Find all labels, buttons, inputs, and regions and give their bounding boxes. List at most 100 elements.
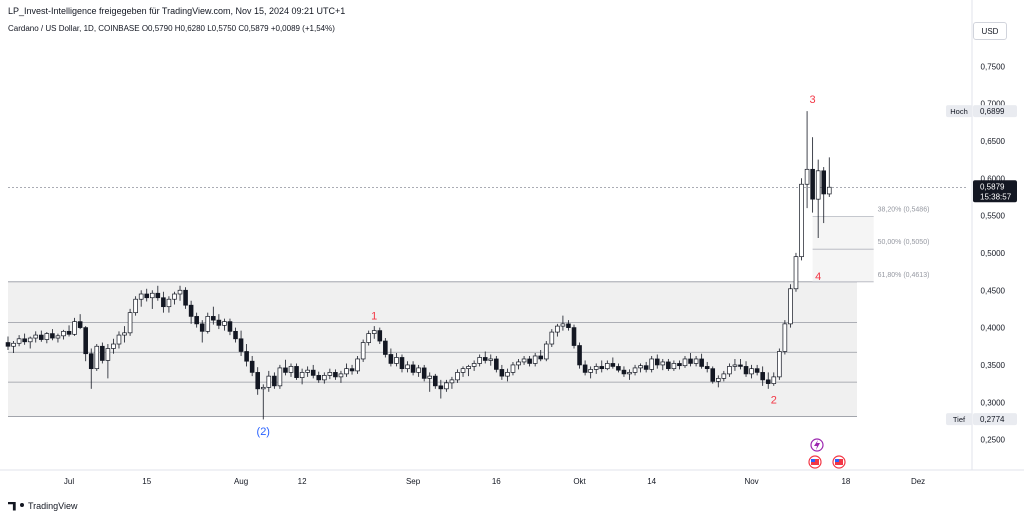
candle-body (666, 361, 671, 370)
candle-body (521, 358, 527, 363)
candle-body (310, 369, 316, 376)
candle (749, 364, 754, 379)
price-tick-label: 0,4500 (981, 286, 1006, 295)
candle (299, 368, 305, 385)
candle (211, 306, 216, 325)
candle (427, 372, 433, 392)
candle-body (244, 351, 249, 362)
candle-body (449, 379, 455, 384)
candle (199, 320, 205, 343)
candle-body (338, 373, 344, 378)
price-tick-label: 0,5000 (981, 249, 1006, 258)
price-axis[interactable]: 0,80000,75000,70000,65000,60000,55000,50… (971, 0, 1006, 470)
candle-body (810, 168, 815, 200)
candle-body (305, 369, 310, 373)
candle-body (149, 292, 155, 299)
candle-body (344, 368, 349, 375)
candle (333, 369, 338, 380)
candle-body (255, 372, 261, 390)
candle-body (793, 256, 799, 290)
candle-body (299, 372, 305, 378)
candle-body (327, 372, 333, 376)
candle (39, 330, 44, 342)
candle (754, 364, 760, 376)
price-tick-label: 0,6500 (981, 137, 1006, 146)
candle (66, 325, 72, 337)
candle (760, 366, 765, 386)
candle-body (643, 365, 649, 370)
candle-body (577, 345, 582, 366)
candle-body (732, 364, 738, 367)
candle-body (699, 358, 704, 367)
price-tick-label: 0,3000 (981, 398, 1006, 407)
candle (743, 361, 749, 377)
candle (11, 341, 16, 353)
time-tick-label: Aug (234, 477, 248, 486)
time-axis[interactable]: Jul 15 Aug 12 Sep 16 Okt 14 Nov 18 Dez (0, 469, 1024, 486)
candle (405, 361, 410, 373)
candle-body (199, 323, 205, 332)
wave-label: 1 (371, 311, 377, 323)
candle (222, 318, 227, 331)
candle (777, 348, 782, 380)
candle (449, 376, 455, 389)
candle (22, 333, 27, 345)
candle (371, 326, 377, 339)
candle (344, 363, 349, 377)
candle-body (649, 358, 654, 370)
candle-body (116, 334, 122, 345)
candle-body (322, 375, 327, 381)
candle-body (788, 288, 793, 325)
candle (455, 369, 460, 383)
candle (122, 326, 127, 343)
candle (266, 370, 272, 392)
candle-body (377, 330, 383, 342)
candle-body (5, 342, 11, 347)
candle (538, 350, 544, 362)
candle (788, 284, 793, 328)
candle (421, 364, 427, 382)
candle-body (355, 358, 360, 372)
price-tick-label: 0,7000 (981, 100, 1006, 109)
symbol-legend[interactable]: Cardano / US Dollar, 1D, COINBASE O0,579… (8, 24, 335, 33)
candle-body (172, 293, 177, 300)
candle (72, 317, 77, 336)
candle (505, 368, 510, 382)
price-tick-label: 0,6000 (981, 174, 1006, 183)
candle-body (771, 376, 777, 384)
candle (227, 318, 233, 336)
candle (377, 327, 383, 345)
candle (16, 335, 22, 347)
candle-body (782, 323, 788, 352)
candle (560, 315, 566, 331)
candle (815, 159, 821, 238)
wave-label: 3 (810, 94, 816, 106)
candle (549, 329, 555, 348)
candle-body (704, 366, 710, 370)
candle-body (427, 375, 433, 379)
high-label: Hoch (950, 107, 968, 116)
footer-brand[interactable]: TradingView (8, 501, 78, 511)
currency-button[interactable]: USD (973, 22, 1007, 40)
candle (521, 355, 527, 365)
candle (494, 355, 499, 373)
candle-body (616, 366, 621, 371)
candle (5, 336, 11, 350)
candle-body (494, 358, 499, 370)
candle (149, 290, 155, 309)
candle (260, 384, 266, 420)
candle (677, 360, 682, 370)
candle-body (455, 372, 460, 381)
candle-body (421, 367, 427, 379)
candle-body (438, 385, 444, 390)
last-price-value: 0,5879 (980, 182, 1005, 191)
candle (799, 178, 804, 261)
candle-body (660, 361, 666, 366)
candle-body (532, 355, 538, 364)
candle (566, 320, 571, 331)
candle-body (760, 372, 765, 381)
candle-body (432, 375, 438, 387)
candle-body (815, 170, 821, 200)
